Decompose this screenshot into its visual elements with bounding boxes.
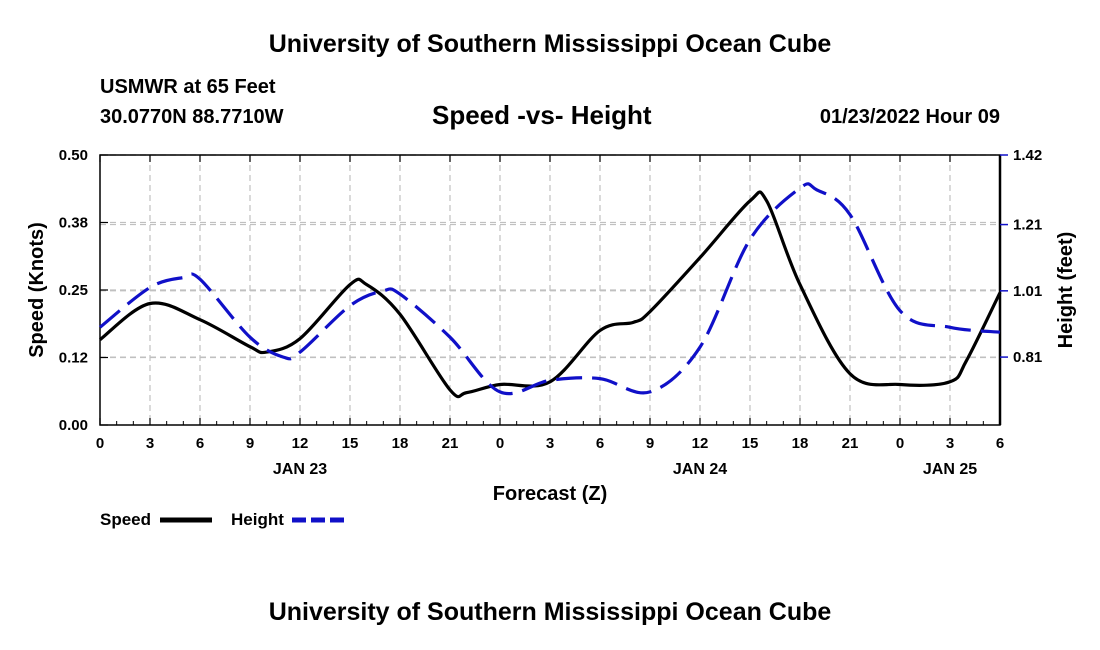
x-tick-label: 3 bbox=[946, 435, 954, 452]
legend-speed-label: Speed bbox=[100, 510, 151, 529]
x-tick-label: 12 bbox=[692, 435, 709, 452]
x-tick-label: 3 bbox=[146, 435, 154, 452]
series-line-height bbox=[98, 182, 1001, 396]
y2-tick-label: 1.01 bbox=[1013, 283, 1042, 300]
page-title: University of Southern Mississippi Ocean… bbox=[268, 30, 832, 58]
y-tick-label: 0.00 bbox=[59, 417, 88, 434]
x-tick-label: 15 bbox=[342, 435, 359, 452]
x-tick-label: 12 bbox=[292, 435, 309, 452]
x-tick-label: 0 bbox=[96, 435, 104, 452]
x-tick-label: 6 bbox=[596, 435, 604, 452]
chart-title: Speed -vs- Height bbox=[432, 100, 652, 130]
x-tick-label: 6 bbox=[996, 435, 1004, 452]
footer-title: University of Southern Mississippi Ocean… bbox=[268, 598, 832, 626]
y2-tick-label: 0.81 bbox=[1013, 349, 1042, 366]
station-label: USMWR at 65 Feet bbox=[100, 76, 276, 98]
x-tick-label: 21 bbox=[842, 435, 859, 452]
x-tick-label: 0 bbox=[496, 435, 504, 452]
x-tick-label: 9 bbox=[646, 435, 654, 452]
x-tick-label: 9 bbox=[246, 435, 254, 452]
x-axis-label: Forecast (Z) bbox=[493, 483, 607, 505]
y-tick-label: 0.12 bbox=[59, 350, 88, 367]
y2-axis-label: Height (feet) bbox=[1055, 232, 1077, 349]
y-axis-label: Speed (Knots) bbox=[26, 222, 48, 358]
day-label: JAN 24 bbox=[673, 461, 727, 478]
x-tick-label: 0 bbox=[896, 435, 904, 452]
datetime-label: 01/23/2022 Hour 09 bbox=[819, 106, 1000, 128]
x-tick-label: 21 bbox=[442, 435, 459, 452]
coordinates-label: 30.0770N 88.7710W bbox=[100, 106, 284, 128]
day-label: JAN 25 bbox=[923, 461, 977, 478]
y2-tick-label: 1.21 bbox=[1013, 217, 1042, 234]
y-tick-label: 0.50 bbox=[59, 147, 88, 164]
axis-ticks: 0 3 6 9 12 15 18 21 0 3 6 9 12 15 18 21 0 3 6 JAN 23 JAN 24 J… bbox=[59, 147, 1042, 478]
x-tick-label: 3 bbox=[546, 435, 554, 452]
legend: Speed Height bbox=[100, 510, 344, 529]
y2-tick-label: 1.42 bbox=[1013, 147, 1042, 164]
y-tick-label: 0.38 bbox=[59, 215, 88, 232]
x-tick-label: 15 bbox=[742, 435, 759, 452]
legend-height-label: Height bbox=[231, 510, 284, 529]
x-tick-label: 6 bbox=[196, 435, 204, 452]
y-tick-label: 0.25 bbox=[59, 282, 88, 299]
series-lines bbox=[98, 182, 1002, 399]
day-label: JAN 23 bbox=[273, 461, 327, 478]
x-tick-label: 18 bbox=[792, 435, 809, 452]
x-tick-label: 18 bbox=[392, 435, 409, 452]
